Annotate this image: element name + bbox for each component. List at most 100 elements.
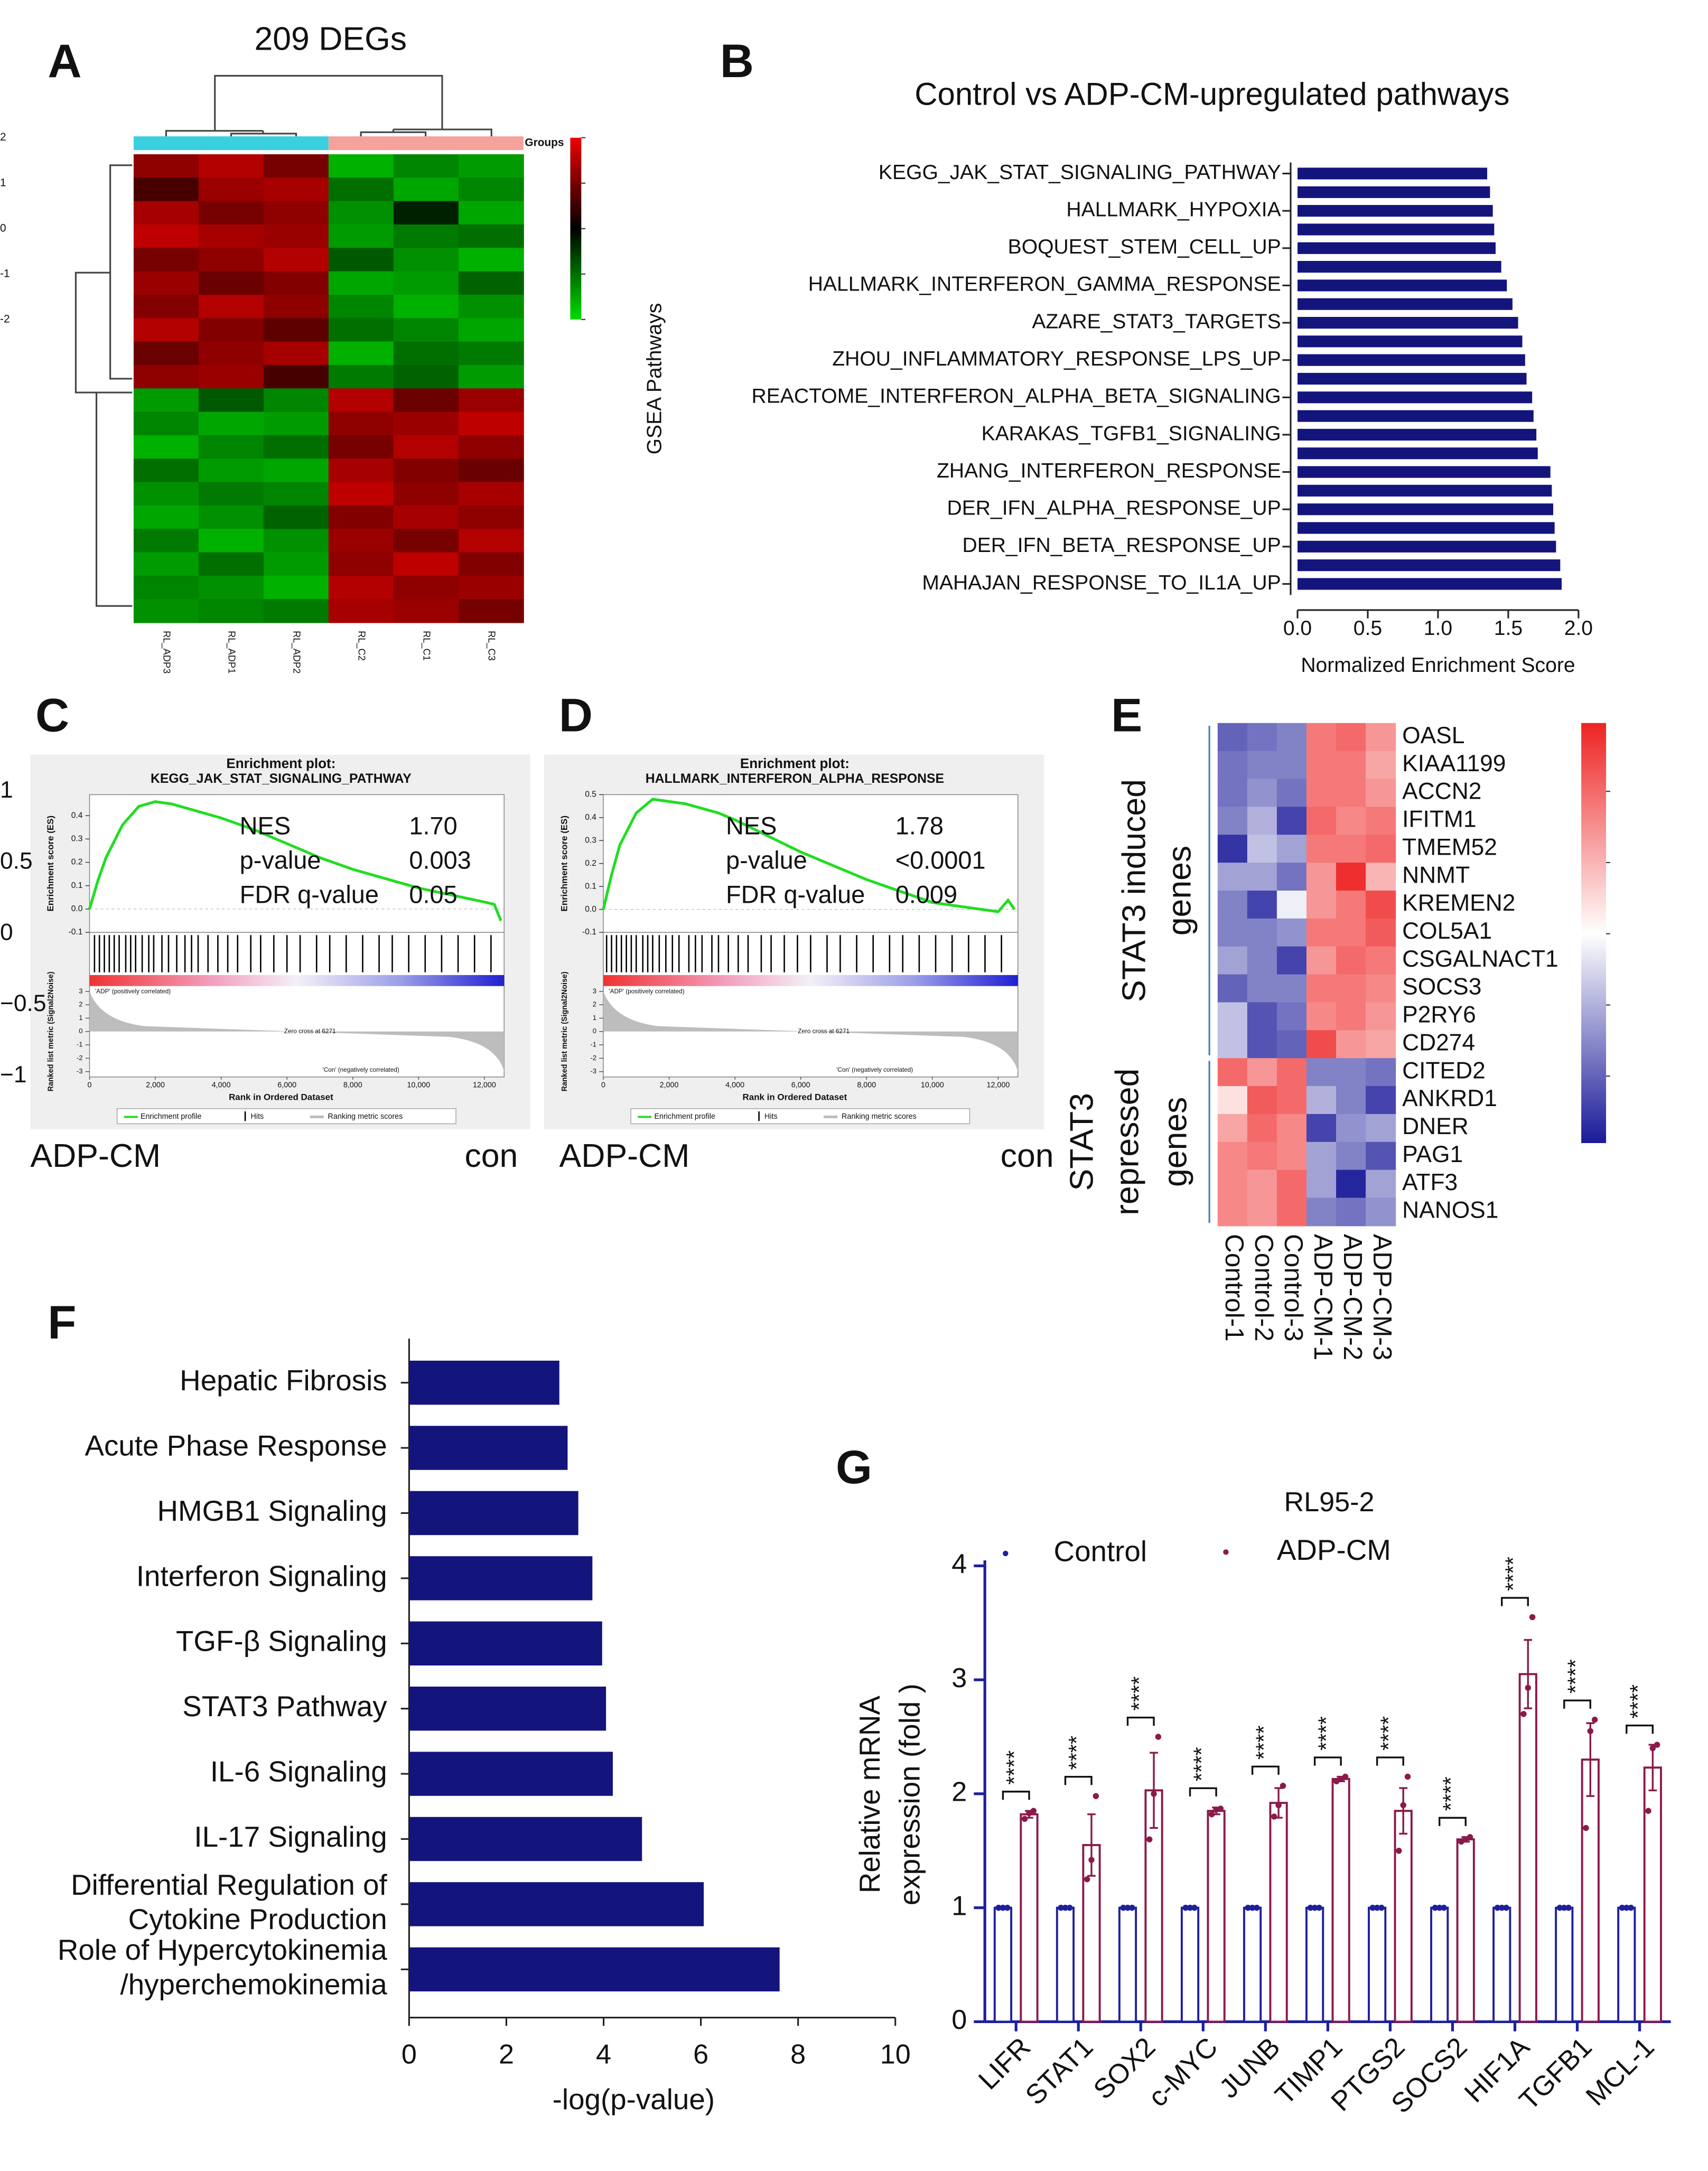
x-tick-label: 2,000 — [660, 1081, 679, 1089]
panel-label: G — [836, 1441, 872, 1493]
heatmap-cell — [133, 482, 199, 506]
heatmap-cell — [1336, 779, 1367, 808]
stat-name: NES — [726, 812, 777, 839]
x-tick-label: 8,000 — [343, 1081, 362, 1089]
heatmap-cell — [1247, 751, 1277, 780]
heatmap-cell — [263, 294, 329, 319]
bar — [1298, 540, 1556, 553]
chart-title: RL95-2 — [1284, 1487, 1375, 1518]
heatmap-cell — [1306, 1169, 1337, 1199]
heatmap-cell — [1336, 974, 1367, 1003]
bar — [409, 1426, 568, 1470]
column-label: ADP-CM-3 — [1368, 1234, 1397, 1360]
metric-tick-label: -3 — [590, 1067, 596, 1075]
heatmap-cell — [133, 435, 199, 460]
metric-tick-label: 0 — [79, 1027, 82, 1035]
bar — [1298, 372, 1527, 385]
y-tick-label: 0.2 — [71, 858, 83, 867]
row-label: NANOS1 — [1402, 1197, 1498, 1223]
legend-label: Ranking metric scores — [328, 1112, 403, 1121]
chart-title: Control vs ADP-CM-upregulated pathways — [914, 76, 1509, 111]
data-point — [1494, 1904, 1501, 1911]
bar — [1298, 223, 1495, 236]
stat-value: 0.003 — [409, 847, 471, 874]
heatmap-cell — [1217, 1086, 1248, 1115]
y-tick-label: REACTOME_INTERFERON_ALPHA_BETA_SIGNALING — [752, 385, 1281, 408]
annotation: Zero cross at 6271 — [284, 1028, 336, 1035]
heatmap-cell — [263, 411, 329, 436]
heatmap-cell — [198, 575, 264, 600]
chart-title: Enrichment plot: — [226, 755, 335, 771]
heatmap-cell — [198, 294, 264, 319]
heatmap-cell — [1276, 807, 1308, 836]
heatmap-cell — [198, 177, 264, 202]
bar — [1456, 1838, 1475, 2023]
heatmap-cell — [1276, 1002, 1308, 1031]
heatmap-cell — [263, 154, 329, 179]
group-label: con — [464, 1137, 518, 1174]
stat-name: FDR q-value — [726, 881, 865, 909]
x-tick-label: 4,000 — [725, 1081, 744, 1089]
column-label: Control-3 — [1279, 1234, 1308, 1342]
heatmap-cell — [393, 248, 459, 272]
heatmap-cell — [198, 552, 264, 576]
y-tick-label: -0.1 — [69, 928, 83, 937]
bar — [1430, 1906, 1449, 2023]
heatmap-cell — [1306, 1086, 1337, 1115]
ranking-metric-area — [89, 991, 505, 1072]
y-tick-label: KARAKAS_TGFB1_SIGNALING — [982, 422, 1281, 445]
data-point — [1280, 1783, 1286, 1789]
error-bar — [1399, 1787, 1407, 1835]
colorbar-label: 0 — [0, 919, 13, 945]
heatmap-cell — [263, 599, 329, 623]
column-label: RL_C2 — [356, 631, 368, 661]
bar — [1394, 1810, 1413, 2023]
x-tick-label: 6 — [693, 2039, 708, 2070]
legend-marker — [1223, 1549, 1229, 1555]
heatmap-cell — [1366, 1197, 1396, 1227]
heatmap-cell — [393, 411, 459, 436]
stat-value: 0.009 — [895, 881, 957, 909]
metric-tick-label: 1 — [79, 1014, 82, 1022]
heatmap-cell — [1217, 890, 1248, 919]
heatmap-cell — [1366, 1002, 1396, 1031]
heatmap-cell — [133, 201, 199, 226]
heatmap-cell — [263, 435, 329, 460]
significance-label: **** — [1126, 1677, 1151, 1711]
y-tick-label: Hepatic Fibrosis — [180, 1364, 387, 1397]
y-axis-label: Enrichment score (ES) — [45, 816, 55, 912]
legend-label: Hits — [251, 1112, 264, 1121]
bar — [1581, 1758, 1600, 2023]
heatmap-cell — [1366, 974, 1396, 1003]
significance-bracket — [1438, 1817, 1467, 1826]
heatmap-cell — [133, 248, 199, 272]
heatmap-cell — [458, 154, 524, 179]
metric-tick-label: -2 — [77, 1054, 83, 1062]
error-bar — [1087, 1813, 1096, 1877]
y-tick-label: 2 — [951, 1777, 967, 1808]
data-point — [1583, 1824, 1589, 1831]
column-label: RL_C3 — [486, 631, 497, 661]
significance-label: **** — [1189, 1747, 1214, 1781]
colorbar-label: 1 — [0, 176, 6, 189]
y-tick-label: 0.1 — [585, 882, 596, 891]
x-axis-label: Rank in Ordered Dataset — [743, 1092, 847, 1102]
bar — [1298, 205, 1493, 217]
heatmap-cell — [1306, 723, 1337, 752]
data-point — [1369, 1904, 1376, 1911]
heatmap-cell — [1306, 1030, 1337, 1059]
heatmap-cell — [393, 201, 459, 226]
heatmap-cell — [198, 505, 264, 530]
error-bar — [1586, 1722, 1595, 1797]
y-tick-label: MAHAJAN_RESPONSE_TO_IL1A_UP — [922, 572, 1281, 594]
heatmap-cell — [1336, 751, 1367, 780]
data-point — [1208, 1811, 1215, 1818]
bar — [993, 1906, 1013, 2023]
heatmap-cell — [1247, 1169, 1277, 1199]
data-point — [1021, 1816, 1028, 1822]
heatmap-cell — [1306, 974, 1337, 1003]
annotation: 'Con' (negatively correlated) — [323, 1066, 399, 1073]
heatmap-cell — [133, 575, 199, 600]
row-label: PAG1 — [1402, 1141, 1463, 1167]
heatmap-cell — [263, 224, 329, 249]
